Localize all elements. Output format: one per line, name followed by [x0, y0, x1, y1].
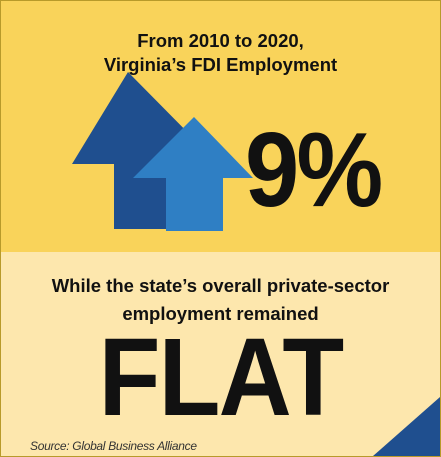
arrow-light-shape	[133, 117, 253, 231]
headline-line-2: Virginia’s FDI Employment	[103, 54, 338, 75]
headline-line-1: From 2010 to 2020,	[137, 30, 304, 51]
subhead: While the state’s overall private-sector…	[1, 272, 440, 328]
corner-accent-shape	[373, 397, 440, 456]
headline: From 2010 to 2020, Virginia’s FDI Employ…	[1, 29, 440, 77]
subhead-line-2: employment remained	[122, 303, 319, 324]
subhead-line-1: While the state’s overall private-sector	[51, 275, 390, 296]
up-arrow-icon	[72, 72, 253, 231]
source-note: Source: Global Business Alliance	[30, 439, 197, 453]
big-word: FLAT	[98, 316, 345, 439]
bottom-panel	[1, 252, 440, 456]
stat-value: 9%	[245, 111, 383, 229]
